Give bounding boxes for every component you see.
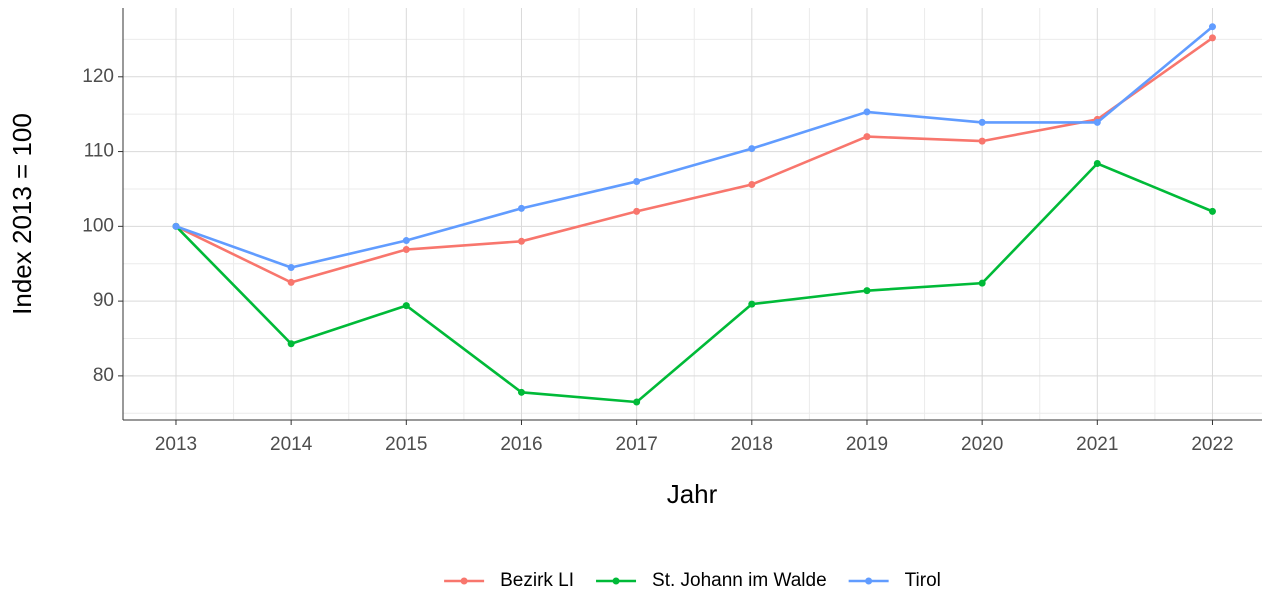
legend-label: Tirol (905, 570, 941, 591)
data-point (1208, 207, 1216, 215)
data-point (402, 302, 410, 310)
x-tick-label: 2014 (270, 434, 313, 455)
data-point (517, 204, 525, 212)
legend-label: St. Johann im Walde (652, 570, 827, 591)
series-line (175, 36, 1214, 284)
data-point (633, 398, 641, 406)
data-point (517, 237, 525, 245)
data-point (287, 278, 295, 286)
series-line (175, 25, 1214, 269)
series-line (175, 161, 1213, 404)
x-tick-label: 2021 (1076, 434, 1118, 455)
data-point (1093, 160, 1101, 168)
data-point (863, 108, 871, 116)
x-tick-label: 2020 (961, 434, 1003, 455)
y-tick-label: 100 (82, 215, 114, 236)
data-point (978, 137, 986, 145)
x-tick-label: 2018 (731, 434, 773, 455)
data-point (287, 263, 295, 271)
data-point (978, 118, 986, 126)
y-tick-label: 90 (93, 290, 114, 311)
x-tick-label: 2019 (846, 434, 888, 455)
data-point (517, 388, 525, 396)
data-point (978, 279, 986, 287)
data-point (863, 133, 871, 141)
data-point (287, 340, 295, 348)
legend-key-point (865, 577, 873, 585)
x-tick-label: 2013 (155, 434, 197, 455)
x-tick-label: 2015 (385, 434, 427, 455)
data-point (402, 237, 410, 245)
data-point (402, 246, 410, 254)
y-axis-title: Index 2013 = 100 (7, 113, 37, 315)
data-point (748, 180, 756, 188)
legend-key-point (460, 577, 468, 585)
legend: Bezirk LI St. Johann im Walde Tirol (444, 570, 941, 591)
y-tick-label: 120 (82, 66, 114, 87)
data-point (633, 207, 641, 215)
legend-label: Bezirk LI (500, 570, 574, 591)
data-point (748, 145, 756, 153)
data-point (1208, 23, 1216, 31)
data-point (863, 287, 871, 295)
data-point (1208, 34, 1216, 42)
x-tick-label: 2016 (500, 434, 542, 455)
x-tick-label: 2017 (616, 434, 658, 455)
y-tick-label: 110 (84, 141, 114, 162)
x-tick-label: 2022 (1191, 434, 1233, 455)
x-axis-title: Jahr (667, 479, 718, 509)
legend-key-point (612, 577, 620, 585)
data-point (1093, 118, 1101, 126)
data-point (633, 177, 641, 185)
data-point (172, 222, 180, 230)
y-tick-label: 80 (93, 365, 114, 386)
data-point (748, 300, 756, 308)
